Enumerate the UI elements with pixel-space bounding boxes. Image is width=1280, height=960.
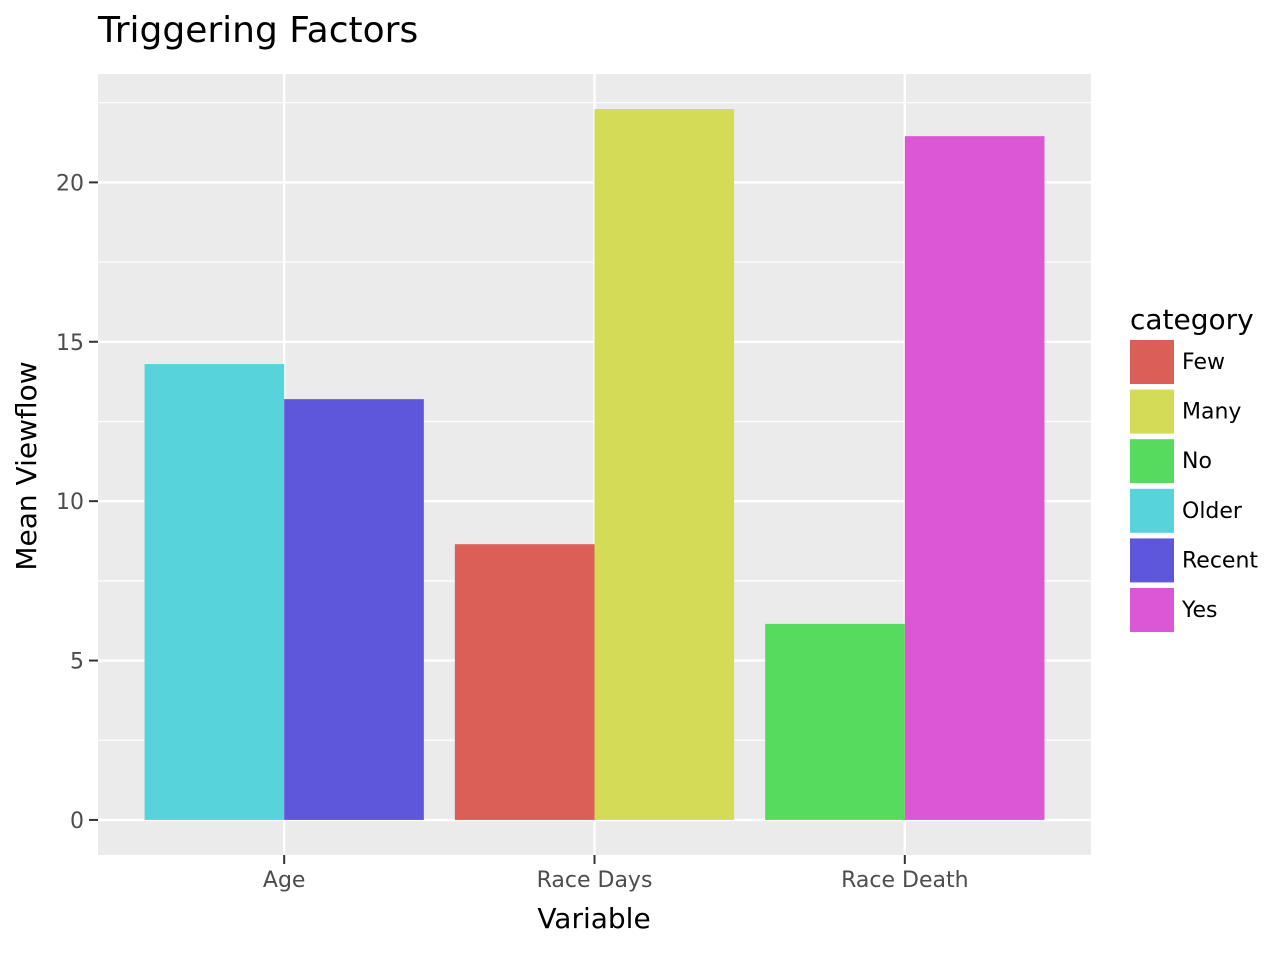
y-tick-label: 0 xyxy=(70,809,84,834)
bar-race-days-few xyxy=(454,544,595,820)
legend-key-recent xyxy=(1130,538,1174,583)
legend-label-no: No xyxy=(1182,449,1212,474)
legend-key-older xyxy=(1130,488,1174,533)
y-tick-label: 5 xyxy=(70,650,84,675)
legend-key-no xyxy=(1130,439,1174,484)
y-tick-label: 10 xyxy=(56,490,84,515)
x-tick-label: Age xyxy=(263,868,306,893)
x-axis: Age Race Days Race Death xyxy=(263,855,969,893)
y-tick-label: 20 xyxy=(56,171,84,196)
legend-key-yes xyxy=(1130,588,1174,632)
legend: category Few Many No Older Recent Yes xyxy=(1130,303,1258,632)
legend-label-recent: Recent xyxy=(1182,548,1258,573)
bar-race-days-many xyxy=(594,109,735,820)
x-tick-label: Race Days xyxy=(537,868,653,893)
y-axis: 0 5 10 15 20 xyxy=(56,171,98,834)
y-axis-title: Mean Viewflow xyxy=(10,361,43,570)
legend-label-yes: Yes xyxy=(1181,598,1218,623)
chart-title: Triggering Factors xyxy=(97,10,418,51)
bar-race-death-no xyxy=(765,623,905,820)
legend-title: category xyxy=(1130,303,1254,336)
bar-age-recent xyxy=(284,399,424,820)
legend-key-few xyxy=(1130,340,1174,384)
legend-label-older: Older xyxy=(1182,499,1243,524)
y-tick-label: 15 xyxy=(56,331,84,356)
bar-age-older xyxy=(144,364,285,820)
legend-label-few: Few xyxy=(1182,350,1225,375)
x-tick-label: Race Death xyxy=(841,868,968,893)
x-axis-title: Variable xyxy=(537,902,650,935)
legend-key-many xyxy=(1130,389,1174,434)
legend-label-many: Many xyxy=(1182,400,1241,425)
bar-race-death-yes xyxy=(904,136,1045,820)
bars xyxy=(144,109,1045,820)
